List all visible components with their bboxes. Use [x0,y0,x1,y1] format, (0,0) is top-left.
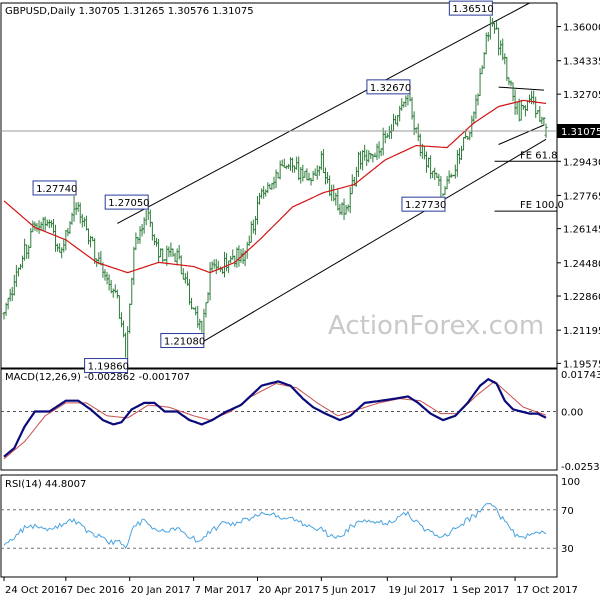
annotation-label: 1.19860 [88,362,129,373]
price-annotations: 1.27740 1.19860 1.27050 1.21080 1.32670 1.277… [32,0,494,374]
rsi-line [3,502,547,549]
price-annotation: 1.27050 [104,194,150,210]
price-axis-label: 1.21195 [563,326,600,337]
price-axis-label: 1.27765 [563,191,600,202]
price-annotation: 1.36510 [448,0,494,16]
macd-panel-header: MACD(12,26,9) -0.002862 -0.001707 [5,372,190,383]
price-axis-label: 1.22860 [563,292,600,303]
macd-panel-frame [0,368,558,471]
annotation-label: 1.36510 [452,4,493,15]
annotation-box [160,333,205,349]
annotation-box [448,0,493,16]
rsi-axis-label: 100 [561,477,580,488]
moving-average-line [3,99,547,274]
price-axis: 1.36000 1.34335 1.32705 1.29430 1.27765 1.261… [557,23,600,370]
time-axis-label: 20 Jan 2017 [131,585,191,596]
triangle-lower-line [498,124,545,145]
rsi-panel-frame [0,474,558,578]
rsi-layer: 100 70 30 [1,477,580,555]
price-annotation: 1.27740 [32,180,77,196]
time-axis-label: 17 Oct 2017 [516,585,578,596]
annotation-box [32,180,77,196]
rsi-panel-header: RSI(14) 44.8007 [5,479,86,490]
price-axis-label: 1.32705 [563,90,600,101]
fe-level-label: FE 61.8 [520,150,558,161]
trend-lines [117,2,547,343]
annotation-label: 1.27730 [405,200,446,211]
annotation-box [84,358,129,374]
price-axis-label: 1.26145 [563,225,600,236]
price-annotation: 1.27730 [401,196,446,212]
triangle-upper-line [498,86,544,91]
price-bar [542,116,546,126]
current-price-label: 1.31075 [561,127,600,138]
annotation-label: 1.27740 [36,184,77,195]
time-axis-label: 24 Oct 2016 [5,585,67,596]
moving-average-layer [3,99,547,274]
price-annotation: 1.32670 [366,79,411,95]
rsi-axis-label: 30 [561,544,574,555]
annotation-box [104,194,149,210]
macd-axis-label: 0.017434 [561,370,600,381]
time-axis-label: 19 Jul 2017 [388,585,445,596]
price-panel-header: GBPUSD,Daily 1.30705 1.31265 1.30576 1.3… [5,6,254,17]
rsi-axis-label: 70 [561,506,574,517]
fe-level-label: FE 100.0 [520,200,564,211]
annotation-box [401,196,446,212]
time-axis-label: 7 Dec 2016 [67,585,125,596]
price-axis-label: 1.34335 [563,57,600,68]
time-axis-label: 5 Jun 2017 [322,585,376,596]
annotation-box [366,79,411,95]
macd-line [3,377,547,458]
current-price-tag [557,124,600,138]
price-axis-label: 1.36000 [563,23,600,34]
time-axis-label: 1 Sep 2017 [452,585,509,596]
fibonacci-levels: FE 61.8 FE 100.0 [494,150,564,212]
annotation-label: 1.27050 [108,198,149,209]
channel-lower-line [201,138,547,343]
price-axis-label: 1.29430 [563,157,600,168]
macd-axis-label: 0.00 [561,407,583,418]
watermark: ActionForex.com [328,311,544,341]
time-axis-label: 7 Mar 2017 [195,585,252,596]
time-axis: 24 Oct 2016 7 Dec 2016 20 Jan 2017 7 Mar 20… [3,577,578,596]
macd-signal-line [3,380,547,460]
price-axis-label: 1.19575 [563,359,600,370]
annotation-label: 1.21080 [164,337,205,348]
price-annotation: 1.19860 [84,358,129,374]
annotation-label: 1.32670 [370,83,411,94]
macd-layer: 0.017434 0.00 -0.025342 [1,370,600,473]
channel-upper-line [117,2,530,224]
price-annotation: 1.21080 [160,333,205,349]
macd-axis-label: -0.025342 [561,462,600,473]
time-axis-label: 20 Apr 2017 [258,585,320,596]
price-axis-label: 1.24480 [563,259,600,270]
price-panel-frame [0,2,558,369]
